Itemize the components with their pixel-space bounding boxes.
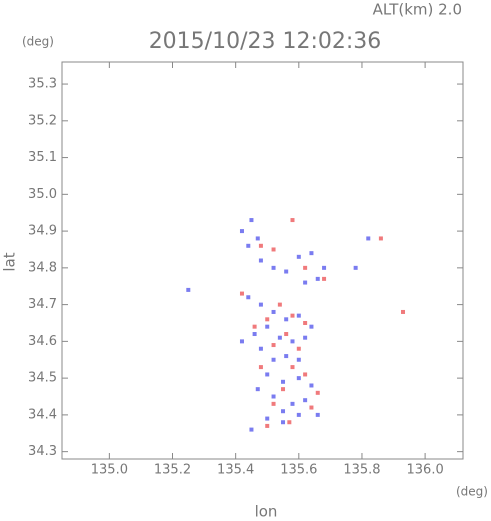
data-point: [249, 218, 254, 223]
data-point: [255, 236, 260, 241]
data-point: [258, 365, 263, 370]
data-point: [265, 423, 270, 428]
y-tick-label: 34.7: [28, 297, 57, 312]
data-point: [284, 332, 289, 337]
data-point: [296, 313, 301, 318]
y-tick-label: 34.3: [28, 444, 57, 459]
data-point: [277, 335, 282, 340]
data-point: [296, 412, 301, 417]
data-point: [290, 218, 295, 223]
data-point: [246, 295, 251, 300]
data-point: [258, 258, 263, 263]
data-point: [378, 236, 383, 241]
data-point: [353, 265, 358, 270]
x-tick-label: 135.2: [154, 463, 191, 478]
data-point: [271, 309, 276, 314]
x-tick-label: 135.8: [343, 463, 380, 478]
altitude-label: ALT(km) 2.0: [373, 1, 462, 19]
data-point: [271, 265, 276, 270]
data-point: [271, 357, 276, 362]
data-point: [303, 280, 308, 285]
data-point: [281, 379, 286, 384]
data-point: [252, 324, 257, 329]
x-tick-label: 135.4: [217, 463, 254, 478]
data-point: [290, 339, 295, 344]
data-point: [281, 409, 286, 414]
data-point: [265, 416, 270, 421]
data-point: [366, 236, 371, 241]
data-point: [281, 420, 286, 425]
y-tick-label: 34.5: [28, 371, 57, 386]
data-point: [284, 354, 289, 359]
data-point: [186, 287, 191, 292]
data-point: [322, 276, 327, 281]
data-point: [284, 317, 289, 322]
x-axis-label: lon: [255, 503, 278, 521]
data-point: [271, 401, 276, 406]
data-point: [271, 343, 276, 348]
data-point: [252, 332, 257, 337]
data-point: [246, 243, 251, 248]
data-point: [315, 276, 320, 281]
data-point: [296, 346, 301, 351]
data-point: [281, 387, 286, 392]
y-tick-label: 35.3: [28, 77, 57, 92]
y-tick-label: 34.9: [28, 224, 57, 239]
data-point: [284, 269, 289, 274]
data-point: [303, 372, 308, 377]
chart-title: 2015/10/23 12:02:36: [149, 29, 382, 54]
data-point: [258, 302, 263, 307]
data-point: [290, 401, 295, 406]
data-point: [303, 335, 308, 340]
data-point: [309, 251, 314, 256]
y-tick-label: 34.8: [28, 260, 57, 275]
x-tick-label: 136.0: [407, 463, 444, 478]
x-unit: (deg): [456, 485, 488, 499]
data-point: [265, 372, 270, 377]
data-point: [265, 324, 270, 329]
data-point: [322, 265, 327, 270]
data-point: [249, 427, 254, 432]
y-tick-label: 35.1: [28, 150, 57, 165]
data-point: [290, 313, 295, 318]
data-point: [309, 383, 314, 388]
data-point: [255, 387, 260, 392]
data-point: [277, 302, 282, 307]
y-tick-label: 35.2: [28, 113, 57, 128]
data-point: [303, 320, 308, 325]
data-point: [296, 357, 301, 362]
data-point: [239, 339, 244, 344]
y-tick-label: 34.4: [28, 407, 57, 422]
data-point: [258, 346, 263, 351]
data-point: [265, 317, 270, 322]
plot-frame: [61, 61, 464, 460]
data-point: [401, 309, 406, 314]
data-point: [287, 420, 292, 425]
y-tick-label: 34.6: [28, 334, 57, 349]
data-point: [303, 265, 308, 270]
data-point: [315, 390, 320, 395]
data-point: [239, 291, 244, 296]
x-tick-label: 135.6: [280, 463, 317, 478]
y-unit: (deg): [22, 35, 54, 49]
data-point: [258, 243, 263, 248]
data-point: [309, 324, 314, 329]
data-point: [290, 365, 295, 370]
data-point: [296, 376, 301, 381]
data-point: [271, 247, 276, 252]
data-point: [271, 394, 276, 399]
y-axis-label: lat: [1, 252, 19, 271]
data-point: [303, 398, 308, 403]
data-point: [296, 254, 301, 259]
data-point: [315, 412, 320, 417]
data-point: [309, 405, 314, 410]
x-tick-label: 135.0: [91, 463, 128, 478]
data-point: [239, 229, 244, 234]
y-tick-label: 35.0: [28, 187, 57, 202]
